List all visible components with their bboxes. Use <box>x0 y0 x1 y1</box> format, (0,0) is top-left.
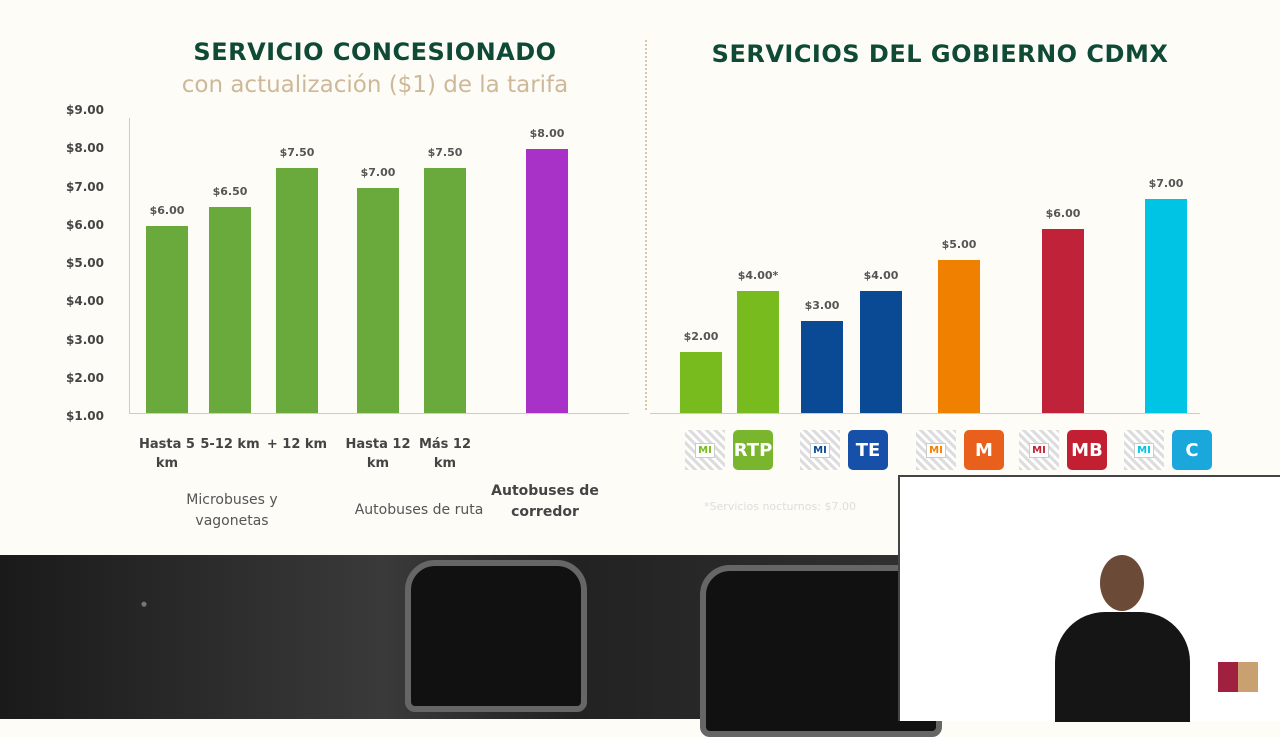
mi-card-icon: MI <box>685 430 725 470</box>
metrobus-logo-icon: MB <box>1067 430 1107 470</box>
group-label: Autobuses de corredor <box>491 483 599 520</box>
bar <box>801 321 843 413</box>
mi-card-icon: MI <box>1019 430 1059 470</box>
interpreter-body <box>1055 612 1190 722</box>
bar <box>938 260 980 413</box>
bar <box>146 225 188 413</box>
bar <box>737 290 779 413</box>
bar <box>680 351 722 413</box>
category-label: Más 12 km <box>418 437 472 471</box>
mi-label: MI <box>810 442 830 458</box>
group-label: Autobuses de ruta <box>354 502 484 518</box>
footnote: *Servicios nocturnos: $7.00 <box>704 500 856 513</box>
y-tick-label: $1.00 <box>66 409 104 423</box>
bar-value-label: $8.00 <box>529 127 565 141</box>
cdmx-logo-icon <box>1218 662 1258 692</box>
bar <box>424 168 466 413</box>
mi-label: MI <box>1134 442 1154 458</box>
y-tick-label: $7.00 <box>66 179 104 194</box>
y-tick-label: $9.00 <box>66 103 104 117</box>
group-label: Microbuses y vagonetas <box>186 492 278 529</box>
bar-value-label: $6.50 <box>212 184 248 198</box>
bar-value-label: $2.00 <box>683 329 719 343</box>
mi-card-icon: MI <box>800 430 840 470</box>
mi-label: MI <box>695 442 715 458</box>
interpreter-head <box>1100 555 1144 611</box>
y-tick-label: $2.00 <box>66 370 104 385</box>
bar-value-label: $6.00 <box>149 203 185 217</box>
y-tick-label: $5.00 <box>66 256 104 270</box>
trolebus-logo-icon: TE <box>848 430 888 470</box>
bar <box>357 187 399 413</box>
y-tick-label: $8.00 <box>66 141 104 156</box>
slide: SERVICIO CONCESIONADO con actualización … <box>0 38 1280 737</box>
left-chart-subtitle: con actualización ($1) de la tarifa <box>181 72 569 98</box>
x-axis-right <box>650 413 1200 414</box>
metro-logo-icon: M <box>964 430 1004 470</box>
y-axis <box>129 118 130 414</box>
bar-value-label: $4.00 <box>863 268 899 282</box>
bar-value-label: $7.50 <box>427 146 463 160</box>
bar <box>526 149 568 413</box>
mi-card-icon: MI <box>916 430 956 470</box>
mi-card-icon: MI <box>1124 430 1164 470</box>
y-tick-label: $4.00 <box>66 294 104 309</box>
bar-value-label: $7.00 <box>360 165 396 179</box>
y-tick-label: $6.00 <box>66 217 104 232</box>
cablebus-logo-icon: C <box>1172 430 1212 470</box>
x-axis-left <box>129 413 629 414</box>
bar <box>276 168 318 413</box>
bar <box>1042 229 1084 413</box>
bar <box>209 206 251 413</box>
bar-value-label: $7.50 <box>279 146 315 160</box>
bar <box>1145 198 1187 413</box>
mi-label: MI <box>926 442 946 458</box>
category-label: + 12 km <box>266 437 328 452</box>
right-chart-title: SERVICIOS DEL GOBIERNO CDMX <box>711 40 1169 68</box>
cablebus-photo <box>0 555 960 737</box>
bar <box>860 290 902 413</box>
y-tick-label: $3.00 <box>66 332 104 347</box>
left-chart-title: SERVICIO CONCESIONADO <box>193 38 557 66</box>
category-label: Hasta 12 km <box>345 437 411 471</box>
bar-value-label: $3.00 <box>804 299 840 313</box>
bar-value-label: $5.00 <box>941 238 977 251</box>
bar-value-label: $7.00 <box>1148 176 1184 190</box>
mi-label: MI <box>1029 442 1049 458</box>
cable-car-cabin <box>405 560 587 712</box>
category-label: 5-12 km <box>200 437 260 452</box>
bar-value-label: $6.00 <box>1045 207 1081 221</box>
rtp-logo-icon: RTP <box>733 430 773 470</box>
bar-value-label: $4.00* <box>737 268 779 282</box>
category-label: Hasta 5 km <box>139 437 195 471</box>
divider <box>645 40 647 410</box>
sign-language-interpreter-window <box>898 475 1280 722</box>
